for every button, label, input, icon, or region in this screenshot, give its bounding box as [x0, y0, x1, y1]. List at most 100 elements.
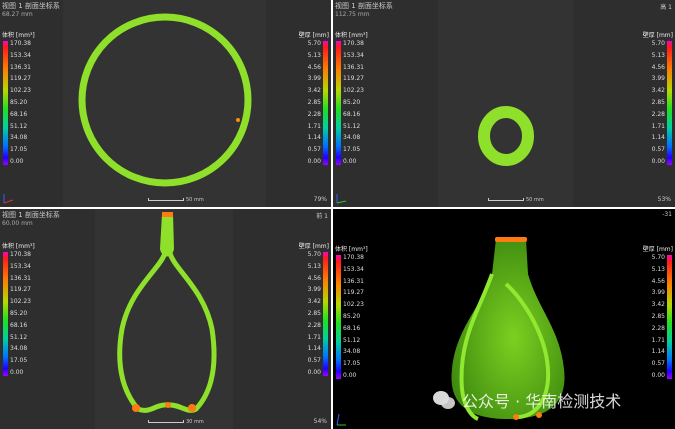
legend-value: 0.00	[10, 158, 24, 165]
legend-value: 119.27	[343, 289, 364, 297]
axis-triad-icon	[336, 194, 347, 204]
volume-legend: 体积 [mm³] 170.38 153.34 136.31 119.27 102.23 85…	[333, 244, 373, 384]
color-scale-bar	[667, 255, 672, 379]
legend-value: 17.05	[343, 360, 361, 368]
legend-value: 4.56	[307, 274, 321, 282]
scale-bar: 30 mm	[148, 419, 204, 425]
legend-value: 17.05	[10, 357, 28, 365]
scale-label: 50 mm	[186, 197, 204, 203]
legend-value: 0.00	[651, 372, 665, 379]
scale-label: 30 mm	[186, 419, 204, 425]
color-scale-bar	[3, 41, 8, 165]
legend-value: 51.12	[343, 336, 361, 344]
legend-value: 34.08	[343, 348, 361, 356]
legend-value: 119.27	[10, 75, 31, 83]
color-scale-bar	[323, 41, 328, 165]
legend-value: 3.99	[307, 286, 321, 294]
view-panel-3d[interactable]: -31 体积 [mm³] 170.38 153.34 136.31 119.27 102.…	[333, 209, 675, 429]
legend-value: 1.71	[307, 122, 321, 130]
volume-legend: 体积 [mm³] 170.38 153.34 136.31 119.27 102.23 85…	[333, 30, 373, 170]
legend-value: 2.28	[651, 110, 665, 118]
thickness-legend: 壁厚 [mm] 5.70 5.13 4.56 3.99 3.42 2.85 2.28 1.71 1…	[291, 30, 331, 170]
legend-value: 0.57	[307, 146, 321, 154]
legend-title: 体积 [mm³]	[2, 243, 35, 250]
legend-value: 1.14	[307, 345, 321, 353]
view-dimension: 68.27 mm	[2, 11, 33, 18]
legend-value: 153.34	[10, 262, 31, 270]
legend-value: 170.38	[10, 251, 31, 258]
legend-value: 136.31	[10, 63, 31, 71]
legend-value: 102.23	[10, 87, 31, 95]
legend-value: 3.42	[307, 298, 321, 306]
legend-value: 1.14	[651, 348, 665, 356]
thickness-legend: 壁厚 [mm] 5.70 5.13 4.56 3.99 3.42 2.85 2.28 1.71 1…	[635, 244, 675, 384]
legend-value: 85.20	[343, 99, 361, 106]
legend-value: 119.27	[10, 286, 31, 294]
legend-value: 5.13	[651, 265, 665, 273]
view-panel-top-ring[interactable]: 视图 1 剖面坐标系 68.27 mm 体积 [mm³] 170.38 153.34…	[0, 0, 331, 207]
legend-value: 4.56	[307, 63, 321, 71]
view-panel-vertical-section[interactable]: 视图 1 剖面坐标系 60.00 mm 前 1 体积 [mm³] 170.38 15…	[0, 209, 331, 429]
legend-value: 5.13	[651, 51, 665, 59]
legend-value: 17.05	[343, 146, 361, 154]
view-label: -31	[662, 211, 672, 218]
zoom-level: 79%	[313, 196, 327, 203]
legend-value: 4.56	[651, 277, 665, 285]
view-title: 视图 1 剖面坐标系	[2, 2, 60, 10]
wechat-icon	[433, 391, 455, 409]
legend-value: 68.16	[10, 321, 28, 329]
legend-value: 170.38	[343, 254, 364, 261]
legend-value: 85.20	[10, 310, 28, 317]
legend-value: 51.12	[10, 122, 28, 130]
legend-value: 153.34	[10, 51, 31, 59]
legend-value: 136.31	[343, 63, 364, 71]
color-scale-bar	[336, 255, 341, 379]
thickness-legend: 壁厚 [mm] 5.70 5.13 4.56 3.99 3.42 2.85 2.28 1.71 1…	[635, 30, 675, 170]
legend-value: 5.70	[651, 40, 665, 47]
legend-value: 4.56	[651, 63, 665, 71]
legend-value: 5.70	[307, 40, 321, 47]
scale-bar: 50 mm	[488, 197, 544, 203]
legend-value: 0.00	[10, 369, 24, 376]
legend-value: 34.08	[10, 134, 28, 142]
legend-title: 体积 [mm³]	[2, 32, 35, 39]
volume-legend: 体积 [mm³] 170.38 153.34 136.31 119.27 102.23 85…	[0, 241, 40, 381]
legend-value: 0.57	[307, 357, 321, 365]
legend-value: 2.85	[651, 313, 665, 320]
view-title: 视图 1 剖面坐标系	[2, 211, 60, 219]
legend-value: 5.70	[307, 251, 321, 258]
bottle-section	[117, 212, 217, 413]
ring-section	[78, 13, 252, 187]
legend-value: 85.20	[343, 313, 361, 320]
legend-value: 85.20	[10, 99, 28, 106]
legend-value: 68.16	[343, 324, 361, 332]
view-label: 前 1	[316, 213, 328, 220]
legend-value: 0.57	[651, 146, 665, 154]
legend-value: 3.42	[651, 301, 665, 309]
axis-triad-icon	[3, 194, 14, 204]
legend-title: 壁厚 [mm]	[298, 243, 329, 250]
view-dimension: 60.00 mm	[2, 220, 33, 227]
legend-value: 102.23	[10, 298, 31, 306]
legend-value: 3.42	[651, 87, 665, 95]
legend-value: 2.85	[307, 310, 321, 317]
legend-value: 5.70	[651, 254, 665, 261]
color-scale-bar	[3, 252, 8, 376]
scale-bar: 50 mm	[148, 197, 204, 203]
watermark-text: 公众号 · 华南检测技术	[462, 392, 622, 411]
legend-value: 3.99	[307, 75, 321, 83]
legend-value: 51.12	[10, 333, 28, 341]
legend-value: 1.71	[651, 122, 665, 130]
legend-value: 0.00	[307, 158, 321, 165]
view-panel-neck-ring[interactable]: 视图 1 剖面坐标系 112.75 mm 高 1 体积 [mm³] 170.38 1…	[333, 0, 675, 207]
legend-value: 5.13	[307, 51, 321, 59]
legend-value: 119.27	[343, 75, 364, 83]
legend-value: 102.23	[343, 301, 364, 309]
legend-value: 153.34	[343, 265, 364, 273]
legend-value: 0.57	[651, 360, 665, 368]
legend-value: 170.38	[343, 40, 364, 47]
legend-value: 3.99	[651, 75, 665, 83]
thickness-legend: 壁厚 [mm] 5.70 5.13 4.56 3.99 3.42 2.85 2.28 1.71 1…	[291, 241, 331, 381]
legend-value: 0.00	[651, 158, 665, 165]
legend-value: 34.08	[10, 345, 28, 353]
